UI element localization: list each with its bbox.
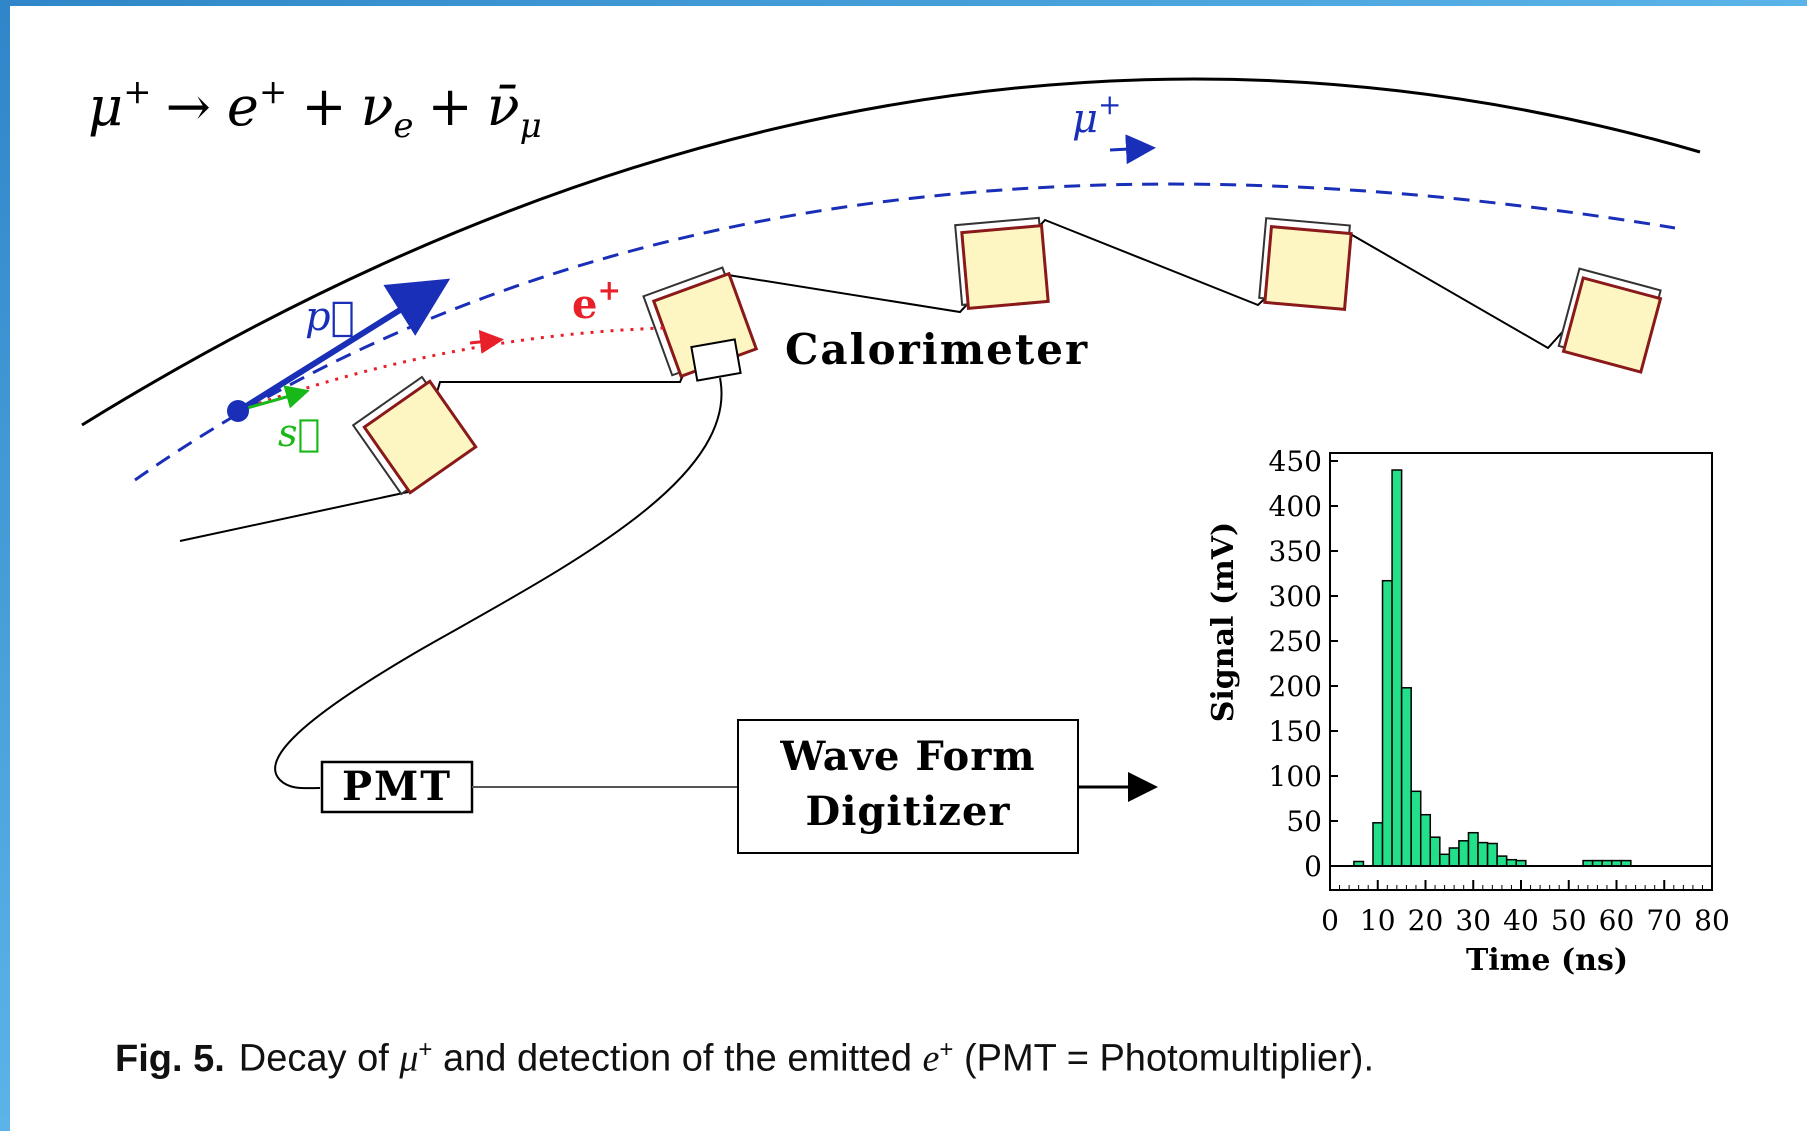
y-axis-label: Signal (mV) [1206,522,1241,723]
histogram-bar-11 [1467,831,1479,867]
caption-text-3: (PMT = Photomultiplier). [953,1037,1375,1080]
histogram-bar-2 [1381,579,1393,867]
x-tick-label-3: 30 [1455,904,1491,937]
histogram-bar-1 [1372,822,1384,867]
calorimeter-block-5 [1557,267,1663,374]
y-tick-label-5: 250 [1269,625,1322,658]
y-tick-label-7: 350 [1269,535,1322,568]
calorimeter-block-1 [351,375,478,496]
y-tick-label-8: 400 [1269,490,1322,523]
caption-e-charge: + [939,1036,954,1063]
x-tick-label-8: 80 [1694,904,1730,937]
digitizer-label-line2: Digitizer [806,788,1011,835]
storage-ring-wall [81,77,1701,427]
pmt-label: PMT [342,763,452,810]
y-tick-label-2: 100 [1269,760,1322,793]
light-guide [690,338,742,382]
histogram-bar-8 [1439,853,1451,867]
histogram-bar-13 [1486,842,1498,867]
momentum-vector [238,278,451,413]
y-tick-label-9: 450 [1269,445,1322,478]
spin-vector [239,385,310,412]
caption-fig-label: Fig. 5. [115,1037,225,1080]
caption-e-symbol: e [922,1037,940,1080]
x-tick-label-1: 10 [1360,904,1396,937]
figure-caption: Fig. 5. Decay of μ+ and detection of the … [115,1036,1765,1081]
positron-direction-arrow [469,329,504,354]
digitizer-label-line1: Wave Form [779,733,1035,780]
x-tick-label-6: 60 [1599,904,1635,937]
caption-text-1: Decay of [238,1037,400,1080]
calorimeter-block-3 [954,216,1050,310]
calorimeter-chain [179,218,1601,542]
x-tick-label-5: 50 [1551,904,1587,937]
caption-text-2: and detection of the emitted [432,1037,923,1080]
optical-fiber [274,377,723,790]
slide-frame-top [0,0,1807,6]
caption-mu-charge: + [418,1036,433,1063]
digitizer-box [737,719,1079,854]
histogram-bar-6 [1419,813,1432,867]
histogram-bar-9 [1448,847,1460,867]
histogram-bar-14 [1496,855,1508,867]
x-tick-label-7: 70 [1646,904,1682,937]
signal-histogram: 0 50 100 150 200 250 300 350 400 450 0 10 20 30 40 50 6… [1206,445,1730,978]
histogram-bar-12 [1477,841,1489,867]
muon-beam-path [134,182,1676,482]
y-tick-label-3: 150 [1269,715,1322,748]
decay-point [227,400,249,422]
decay-equation: μ+ → e+ + νe + ν̄μ [88,72,542,146]
caption-mu-symbol: μ [399,1037,419,1080]
x-tick-label-4: 40 [1503,904,1539,937]
histogram-bar-5 [1410,790,1422,867]
histogram-bar-7 [1429,836,1441,867]
calorimeter-block-4 [1258,217,1353,311]
y-tick-label-1: 50 [1286,805,1322,838]
y-tick-label-6: 300 [1269,580,1322,613]
calorimeter-label: Calorimeter [785,325,1089,374]
histogram-bar-3 [1391,469,1403,867]
spin-label: s⃗ [278,411,320,455]
y-tick-label-4: 200 [1269,670,1322,703]
y-tick-label-0: 0 [1304,850,1322,883]
momentum-label: p⃗ [305,294,355,340]
positron-label: e+ [572,274,621,328]
x-tick-label-0: 0 [1321,904,1339,937]
slide-frame-left [0,0,10,1131]
x-axis-label: Time (ns) [1466,943,1628,978]
histogram-bar-10 [1458,840,1470,867]
x-tick-label-2: 20 [1408,904,1444,937]
muon-label: μ+ [1072,88,1121,142]
muon-direction-arrow [1109,134,1156,165]
histogram-bar-4 [1400,687,1412,867]
